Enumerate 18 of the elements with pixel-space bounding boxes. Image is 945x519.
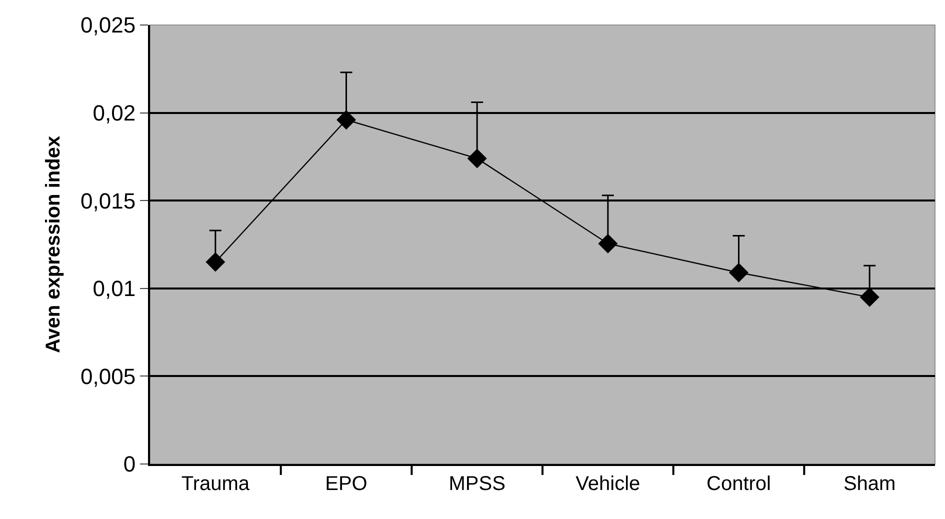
x-tick-label: Control bbox=[706, 473, 771, 495]
y-tick-label: 0,01 bbox=[92, 276, 136, 302]
x-tick-label: Sham bbox=[843, 473, 896, 495]
x-tick-label: MPSS bbox=[448, 473, 506, 495]
point bbox=[206, 252, 226, 272]
x-tick-label: Trauma bbox=[181, 473, 250, 495]
x-tick-label: EPO bbox=[325, 473, 368, 495]
point bbox=[729, 262, 748, 282]
point bbox=[467, 148, 487, 168]
y-tick-label: 0,015 bbox=[80, 188, 136, 214]
point bbox=[598, 234, 618, 254]
y-tick-label: 0,02 bbox=[92, 100, 136, 126]
x-tick-label: Vehicle bbox=[576, 473, 640, 495]
y-tick-label: 0,025 bbox=[80, 12, 136, 38]
y-tick-label: 0,005 bbox=[80, 364, 136, 389]
y-axis-title: Aven expression index bbox=[42, 136, 65, 354]
point bbox=[336, 110, 356, 130]
y-tick-label: 0 bbox=[123, 452, 136, 477]
